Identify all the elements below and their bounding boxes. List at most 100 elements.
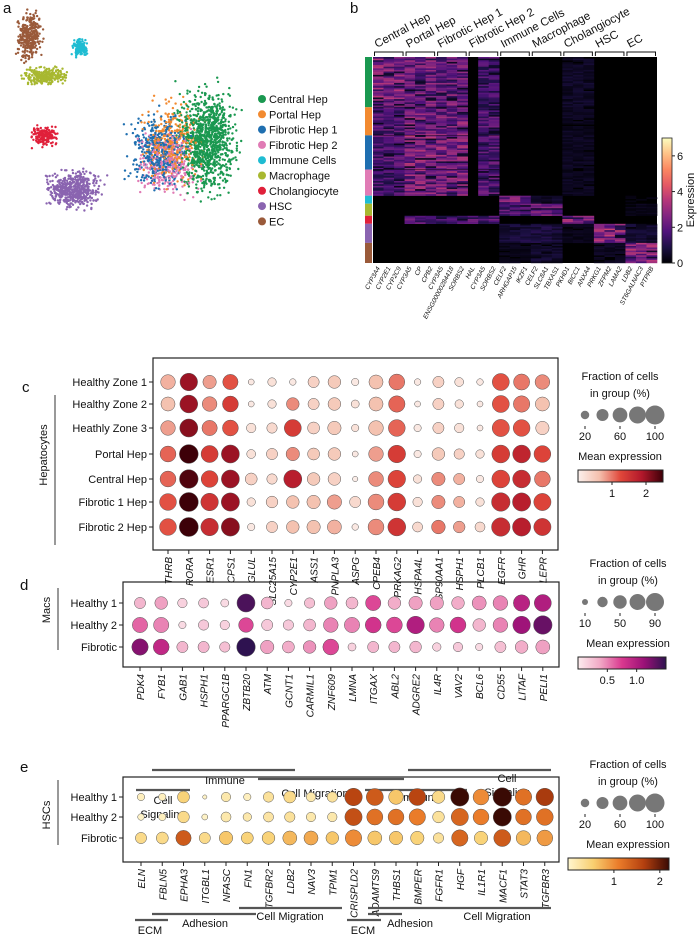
umap-point <box>134 158 137 161</box>
heatmap-cell <box>394 84 405 87</box>
umap-point <box>197 107 200 110</box>
heatmap-cell <box>583 179 595 182</box>
heatmap-cell <box>488 194 500 196</box>
umap-point <box>189 144 192 148</box>
heatmap-cell <box>404 184 416 187</box>
umap-point <box>47 67 51 71</box>
umap-point <box>182 95 185 99</box>
legend-label: Macrophage <box>269 171 330 183</box>
umap-point <box>49 190 52 193</box>
heatmap-cell <box>425 179 437 182</box>
heatmap-cell <box>593 231 605 234</box>
umap-point <box>190 139 193 142</box>
heatmap-cell <box>562 57 574 59</box>
heatmap-cell <box>478 192 490 195</box>
heatmap-cell <box>446 172 458 175</box>
heatmap-cell <box>488 60 500 63</box>
heatmap-cell <box>373 102 384 105</box>
heatmap-cell <box>457 58 468 61</box>
umap-point <box>64 184 67 187</box>
heatmap-cell <box>488 73 500 76</box>
heatmap-cell <box>562 143 574 146</box>
heatmap-cell <box>467 215 479 218</box>
umap-point <box>207 97 211 101</box>
heatmap-cell <box>436 138 447 141</box>
heatmap-cell <box>383 182 395 185</box>
heatmap-cell <box>488 174 500 177</box>
umap-point <box>186 107 189 111</box>
umap-point <box>30 147 34 150</box>
heatmap-cell <box>373 150 384 152</box>
umap-point <box>80 197 84 201</box>
heatmap-cell <box>562 115 574 117</box>
heatmap-cell <box>373 110 384 113</box>
umap-point <box>141 113 144 117</box>
heatmap-cell <box>373 159 384 162</box>
heatmap-cell <box>436 102 447 105</box>
heatmap-cell <box>572 122 584 125</box>
heatmap-cell <box>446 158 458 160</box>
heatmap-cell <box>457 132 468 135</box>
umap-point <box>173 159 177 162</box>
heatmap-cell <box>404 71 416 74</box>
heatmap-cell <box>583 215 595 218</box>
heatmap-cell <box>478 222 490 225</box>
umap-point <box>213 122 217 125</box>
heatmap-cell <box>488 115 500 117</box>
umap-point <box>54 176 58 179</box>
umap-point <box>198 117 201 120</box>
umap-point <box>44 174 48 177</box>
umap-point <box>161 179 165 182</box>
heatmap-cell <box>436 146 447 149</box>
umap-point <box>47 83 50 86</box>
heatmap-cell <box>415 84 426 87</box>
heatmap-cell <box>509 197 521 200</box>
heatmap-cell <box>446 150 458 152</box>
heatmap-cell <box>446 127 458 130</box>
heatmap-cell <box>373 84 384 87</box>
umap-point <box>197 89 200 93</box>
heatmap-cell <box>457 99 468 101</box>
heatmap-cell <box>551 226 563 229</box>
heatmap-cell <box>488 108 500 111</box>
umap-point <box>80 201 83 204</box>
heatmap-cell <box>488 58 500 61</box>
umap-point <box>56 180 59 183</box>
umap-point <box>137 117 140 120</box>
heatmap-cell <box>415 102 426 105</box>
heatmap-cell <box>457 184 468 187</box>
heatmap-cell <box>488 148 500 151</box>
umap-point <box>26 8 29 11</box>
heatmap-cell <box>404 102 416 105</box>
heatmap-cell <box>562 184 574 187</box>
heatmap-cell <box>446 91 458 93</box>
heatmap-cell <box>383 92 395 95</box>
heatmap-cell <box>562 138 574 141</box>
umap-point <box>213 197 216 200</box>
heatmap-cell <box>478 71 490 74</box>
umap-point <box>79 53 82 56</box>
heatmap-cell <box>625 236 637 239</box>
umap-point <box>61 192 64 195</box>
umap-point <box>169 126 172 130</box>
heatmap-cell <box>572 105 584 108</box>
heatmap-cell <box>509 206 521 209</box>
umap-point <box>178 135 181 138</box>
heatmap-cell <box>583 169 595 172</box>
umap-point <box>94 189 98 192</box>
umap-point <box>171 188 175 191</box>
umap-point <box>44 71 47 75</box>
heatmap-cell <box>425 137 437 139</box>
heatmap-cell <box>457 177 468 180</box>
heatmap-cell <box>383 122 395 125</box>
heatmap-cell <box>394 94 405 97</box>
heatmap-cell <box>478 220 490 223</box>
umap-point <box>79 192 82 196</box>
umap-point <box>198 134 202 137</box>
heatmap-cell <box>425 132 437 135</box>
heatmap-cell <box>383 65 395 67</box>
heatmap-cell <box>478 158 490 160</box>
umap-point <box>139 190 142 194</box>
heatmap-cell <box>404 115 416 117</box>
heatmap-cell <box>425 110 437 113</box>
